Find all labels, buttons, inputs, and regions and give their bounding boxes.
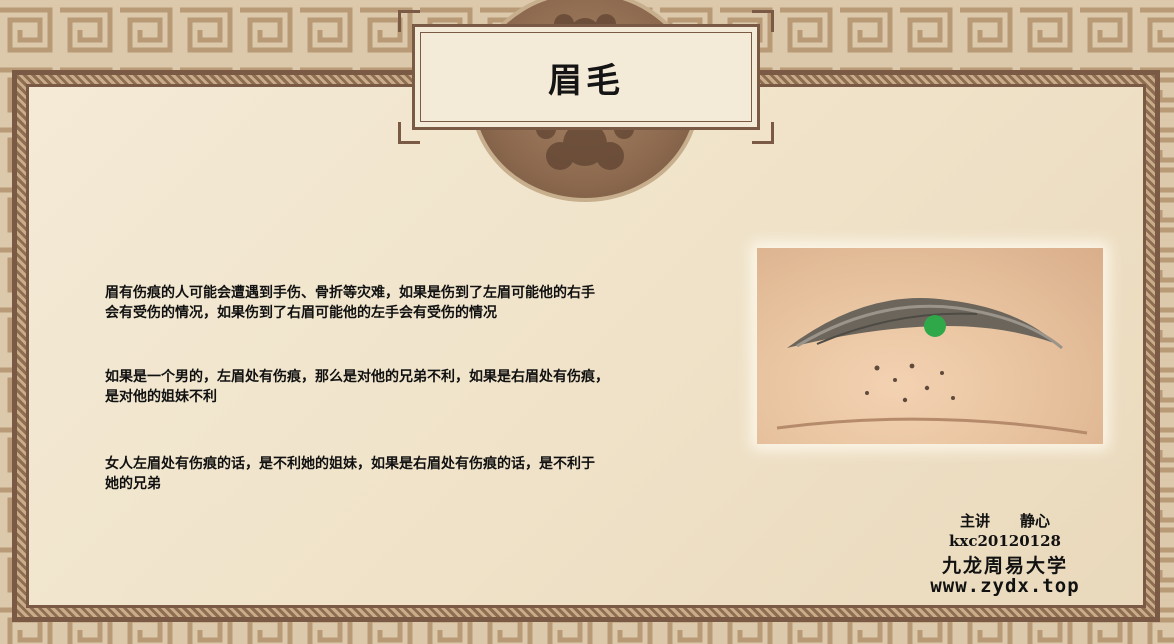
eyebrow-icon <box>776 298 1088 435</box>
slide-title: 眉毛 <box>548 60 624 101</box>
organization-name: 九龙周易大学 <box>941 555 1068 577</box>
paragraph-3-line-1: 女人左眉处有伤痕的话，是不利她的姐妹，如果是右眉处有伤痕的话，是不利于 <box>105 456 595 472</box>
website-url: www.zydx.top <box>930 575 1080 597</box>
paragraph-2-line-2: 是对他的姐妹不利 <box>105 389 217 405</box>
title-corner-ornament <box>398 122 420 144</box>
paragraph-2-line-1: 如果是一个男的，左眉处有伤痕，那么是对他的兄弟不利，如果是右眉处有伤痕， <box>105 369 609 385</box>
paragraph-3-line-2: 她的兄弟 <box>105 476 161 492</box>
paragraph-3: 女人左眉处有伤痕的话，是不利她的姐妹，如果是右眉处有伤痕的话，是不利于 她的兄弟 <box>105 454 755 494</box>
title-corner-ornament <box>398 10 420 32</box>
paragraph-1: 眉有伤痕的人可能会遭遇到手伤、骨折等灾难，如果是伤到了左眉可能他的右手 会有受伤… <box>105 283 755 323</box>
paragraph-2: 如果是一个男的，左眉处有伤痕，那么是对他的兄弟不利，如果是右眉处有伤痕， 是对他… <box>105 367 755 407</box>
eyebrow-photo <box>757 248 1103 444</box>
paragraph-1-line-1: 眉有伤痕的人可能会遭遇到手伤、骨折等灾难，如果是伤到了左眉可能他的右手 <box>105 285 595 301</box>
lecturer-id: kxc20120128 <box>949 532 1061 550</box>
title-plaque: 眉毛 <box>412 24 760 130</box>
paragraph-1-line-2: 会有受伤的情况，如果伤到了右眉可能他的左手会有受伤的情况 <box>105 305 497 321</box>
title-corner-ornament <box>752 10 774 32</box>
title-corner-ornament <box>752 122 774 144</box>
lecturer-credit: 主讲 静心 <box>959 512 1050 530</box>
